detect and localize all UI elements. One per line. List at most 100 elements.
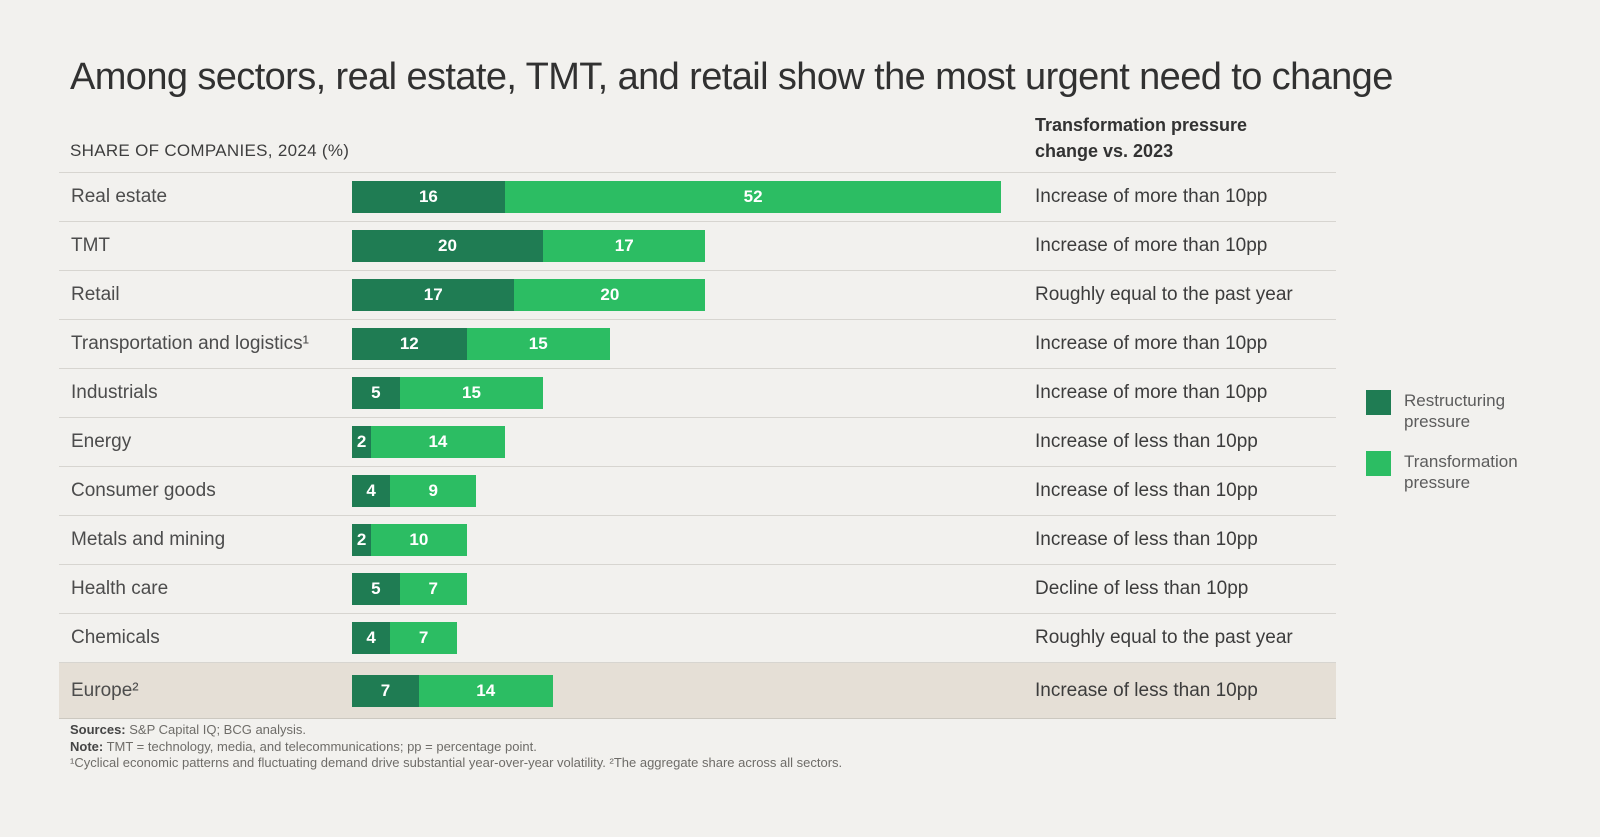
- sector-label: Industrials: [71, 382, 158, 403]
- bar-value-label: 4: [366, 628, 376, 647]
- sector-row: Metals and mining 2 10 Increase of less tha…: [59, 516, 1336, 565]
- sector-row: Health care 5 7 Decline of less than 10pp: [59, 565, 1336, 614]
- transformation-bar-segment: 15: [466, 328, 610, 360]
- legend: Restructuring pressure Transformation pr…: [1366, 390, 1526, 493]
- pressure-change-label: Increase of more than 10pp: [1035, 235, 1268, 256]
- transformation-swatch-icon: [1366, 451, 1391, 476]
- note-line: Note: TMT = technology, media, and telec…: [70, 739, 1330, 756]
- pressure-change-label: Increase of less than 10pp: [1035, 480, 1258, 501]
- legend-item-restructuring: Restructuring pressure: [1366, 390, 1526, 432]
- sector-label: TMT: [71, 235, 111, 256]
- bar-value-label: 10: [409, 530, 429, 549]
- stacked-bar: 12 15: [352, 328, 610, 360]
- restructuring-bar-segment: 7: [352, 674, 419, 707]
- note-text: TMT = technology, media, and telecommuni…: [103, 738, 537, 754]
- restructuring-bar-segment: 12: [352, 328, 467, 360]
- bar-value-label: 52: [743, 187, 763, 206]
- legend-label: Transformation pressure: [1404, 452, 1518, 492]
- pressure-change-label: Increase of more than 10pp: [1035, 333, 1268, 354]
- stacked-bar: 2 14: [352, 426, 505, 458]
- transformation-bar-segment: 14: [418, 674, 553, 707]
- bar-value-label: 7: [418, 628, 429, 647]
- restructuring-bar-segment: 20: [352, 230, 543, 262]
- transformation-bar-segment: 7: [390, 622, 458, 654]
- bar-value-label: 12: [399, 334, 419, 353]
- transformation-bar-segment: 20: [514, 279, 706, 311]
- bar-value-label: 17: [423, 285, 443, 304]
- restructuring-bar-segment: 2: [352, 524, 372, 556]
- bar-value-label: 5: [371, 383, 381, 402]
- restructuring-bar-segment: 16: [352, 181, 505, 213]
- footnotes-line: ¹Cyclical economic patterns and fluctuat…: [70, 755, 843, 770]
- pressure-change-label: Increase of more than 10pp: [1035, 186, 1268, 207]
- sector-row: Chemicals 4 7 Roughly equal to the past yea…: [59, 614, 1336, 663]
- sector-label: Metals and mining: [71, 529, 226, 550]
- pressure-change-label: Increase of less than 10pp: [1035, 431, 1258, 452]
- restructuring-bar-segment: 17: [352, 279, 515, 311]
- bar-value-label: 7: [380, 680, 391, 700]
- transformation-bar-segment: 52: [504, 181, 1002, 213]
- stacked-bar-chart: Real estate 16 52 Increase of more than 10p…: [59, 172, 1336, 719]
- sector-row: Real estate 16 52 Increase of more than 10p…: [59, 173, 1336, 222]
- bar-value-label: 15: [528, 334, 548, 353]
- sector-row: Europe² 7 14 Increase of less than 10pp: [59, 663, 1336, 719]
- restructuring-bar-segment: 2: [352, 426, 372, 458]
- transformation-bar-segment: 7: [399, 573, 467, 605]
- sources-line: Sources: S&P Capital IQ; BCG analysis.: [70, 722, 1330, 739]
- right-column-header-line2: change vs. 2023: [1035, 141, 1174, 161]
- sector-row: Industrials 5 15 Increase of more than 10pp: [59, 369, 1336, 418]
- sources-label: Sources:: [70, 722, 126, 737]
- bar-value-label: 16: [418, 187, 438, 206]
- sector-row: Consumer goods 4 9 Increase of less than 10…: [59, 467, 1336, 516]
- stacked-bar: 17 20: [352, 279, 706, 311]
- restructuring-bar-segment: 4: [352, 622, 391, 654]
- bar-value-label: 2: [356, 432, 367, 451]
- right-column-header: Transformation pressure change vs. 2023: [1035, 112, 1325, 164]
- pressure-change-label: Increase of less than 10pp: [1035, 529, 1258, 550]
- transformation-bar-segment: 10: [371, 524, 467, 556]
- transformation-bar-segment: 9: [390, 475, 477, 507]
- bar-value-label: 5: [371, 579, 381, 598]
- restructuring-bar-segment: 5: [352, 573, 400, 605]
- page-title: Among sectors, real estate, TMT, and ret…: [70, 56, 1393, 98]
- sector-label: Retail: [71, 284, 120, 305]
- pressure-change-label: Increase of less than 10pp: [1035, 679, 1258, 701]
- bar-value-label: 20: [600, 285, 620, 304]
- sector-label: Chemicals: [71, 627, 160, 648]
- bar-value-label: 14: [428, 432, 448, 451]
- pressure-change-label: Increase of more than 10pp: [1035, 382, 1268, 403]
- bar-value-label: 2: [356, 530, 367, 549]
- stacked-bar: 2 10: [352, 524, 467, 556]
- sources-text: S&P Capital IQ; BCG analysis.: [125, 722, 307, 737]
- sector-label: Europe²: [71, 679, 139, 701]
- sector-row: TMT 20 17 Increase of more than 10pp: [59, 222, 1336, 271]
- sector-row: Retail 17 20 Roughly equal to the past year: [59, 271, 1336, 320]
- bar-value-label: 20: [438, 236, 457, 255]
- legend-label: Restructuring pressure: [1404, 391, 1506, 431]
- footer: Sources: S&P Capital IQ; BCG analysis. N…: [70, 722, 1330, 772]
- sector-label: Real estate: [71, 186, 168, 207]
- sector-label: Energy: [71, 431, 132, 452]
- bar-value-label: 15: [461, 383, 481, 402]
- pressure-change-label: Decline of less than 10pp: [1035, 578, 1249, 599]
- transformation-bar-segment: 15: [399, 377, 544, 409]
- bar-value-label: 17: [614, 236, 634, 255]
- bar-value-label: 9: [428, 481, 438, 500]
- legend-item-transformation: Transformation pressure: [1366, 451, 1526, 493]
- sector-row: Energy 2 14 Increase of less than 10pp: [59, 418, 1336, 467]
- stacked-bar: 16 52: [352, 181, 1002, 213]
- note-label: Note:: [70, 738, 104, 754]
- restructuring-bar-segment: 4: [352, 475, 391, 507]
- transformation-bar-segment: 17: [543, 230, 706, 262]
- sector-label: Consumer goods: [71, 480, 216, 501]
- bar-value-label: 7: [428, 579, 438, 598]
- sector-label: Health care: [71, 578, 169, 599]
- stacked-bar: 7 14: [352, 674, 553, 707]
- restructuring-swatch-icon: [1366, 390, 1391, 415]
- pressure-change-label: Roughly equal to the past year: [1035, 627, 1293, 648]
- stacked-bar: 20 17: [352, 230, 706, 262]
